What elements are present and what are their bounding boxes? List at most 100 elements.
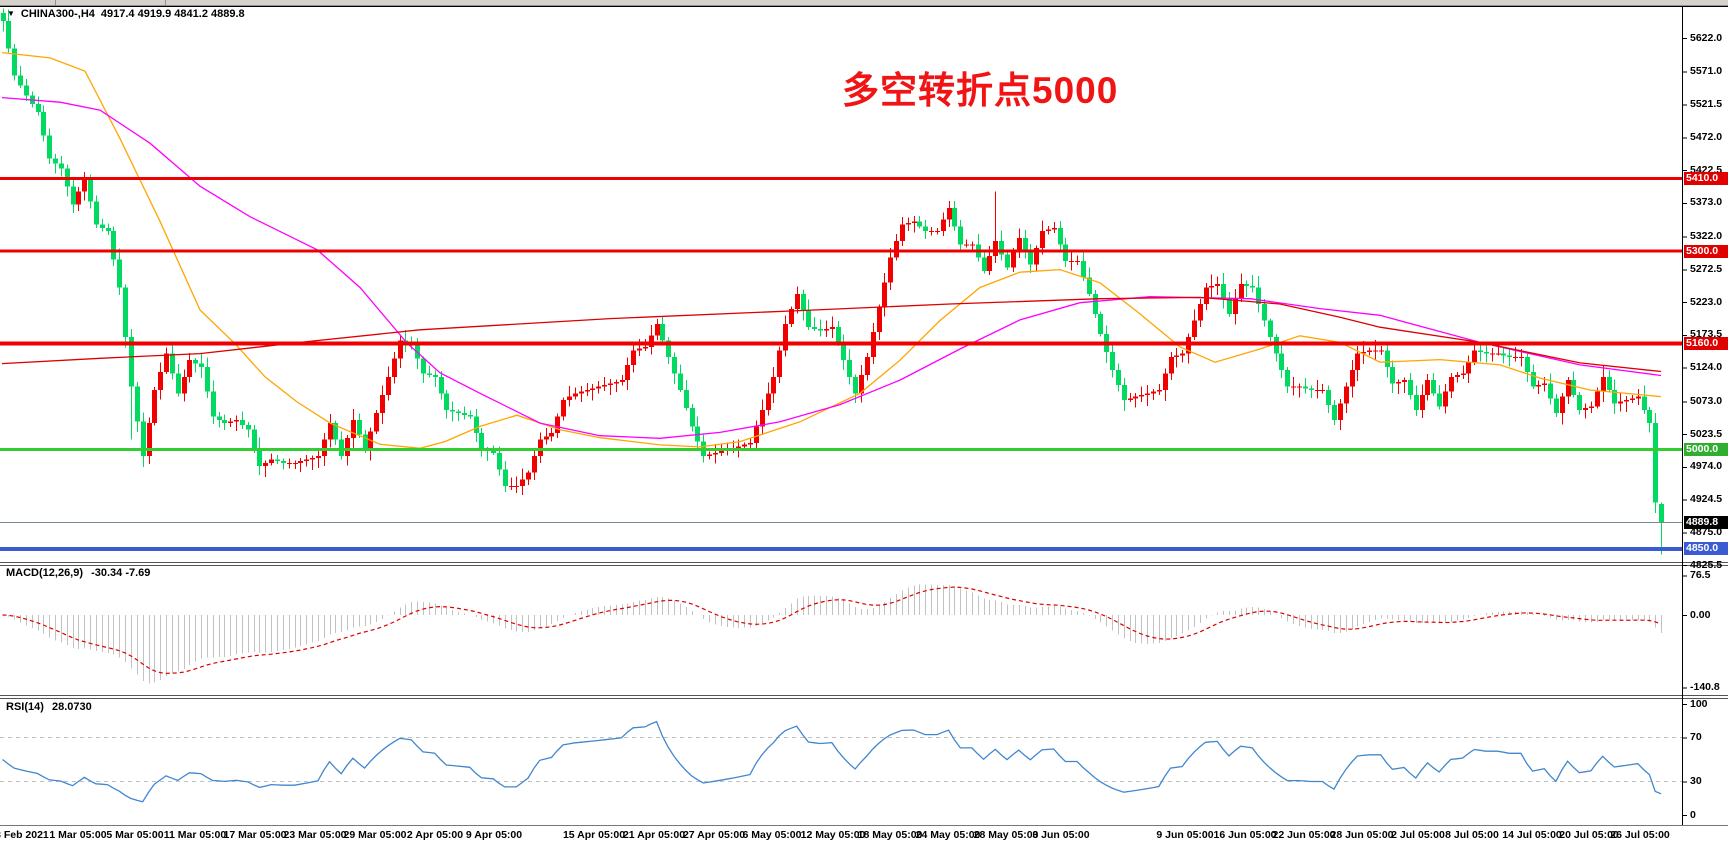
ma-slow-line <box>1 296 1662 373</box>
candle-body <box>1285 370 1290 387</box>
macd-values: -30.34 -7.69 <box>91 567 151 579</box>
candle-body <box>363 434 368 450</box>
price-tick: 5571.0 <box>1690 65 1723 78</box>
candle-body <box>783 323 788 351</box>
candle-body <box>917 221 922 227</box>
time-tick-label: 3 Jun 05:00 <box>1032 829 1090 841</box>
candle-body <box>812 327 817 329</box>
candle-body <box>433 375 438 377</box>
candle-body <box>544 436 549 440</box>
candle-body <box>555 416 560 434</box>
candle-body <box>888 257 893 283</box>
candle-body <box>1011 252 1016 268</box>
candle-body <box>53 158 58 164</box>
candle-body <box>573 393 578 397</box>
candle-body <box>1052 227 1057 230</box>
candle-body <box>1198 304 1203 321</box>
candle-body <box>1133 396 1138 399</box>
candle-body <box>666 340 671 357</box>
chart-annotation-text: 多空转折点5000 <box>842 70 1119 111</box>
candle-body <box>357 419 362 435</box>
candle-body <box>474 416 479 434</box>
candle-body <box>1455 375 1460 377</box>
candle-body <box>234 419 239 422</box>
ma-fast-line <box>1 51 1662 449</box>
chevron-down-icon[interactable]: ▼ <box>7 9 15 18</box>
candle-body <box>1571 380 1576 395</box>
candle-body <box>748 442 753 445</box>
candle-body <box>672 356 677 374</box>
candle-body <box>993 241 998 257</box>
candle-body <box>427 373 432 376</box>
time-tick-label: 11 Mar 05:00 <box>163 829 227 841</box>
candle-body <box>240 419 245 425</box>
candle-body <box>1309 388 1314 391</box>
candle-body <box>252 429 257 448</box>
candle-body <box>456 411 461 414</box>
candle-body <box>1531 371 1536 387</box>
candle-body <box>152 390 157 424</box>
candle-body <box>1069 260 1074 262</box>
candle-body <box>1350 370 1355 387</box>
candle-body <box>1034 247 1039 265</box>
candle-body <box>1513 356 1518 358</box>
candle-body <box>503 469 508 486</box>
candle-body <box>1215 284 1220 286</box>
price-tick: 5322.0 <box>1690 230 1723 242</box>
candle-body <box>1180 353 1185 356</box>
time-tick-label: 28 Jun 05:00 <box>1330 829 1394 841</box>
candle-body <box>328 423 333 440</box>
candle-body <box>1326 390 1331 405</box>
price-tick: 5073.0 <box>1690 394 1723 407</box>
candle-body <box>643 347 648 349</box>
symbol-period-label: CHINA300-,H4 <box>20 7 95 20</box>
candle-body <box>1058 227 1063 245</box>
candle-body <box>526 472 531 480</box>
candle-body <box>1642 396 1647 410</box>
candle-body <box>1279 353 1284 371</box>
candle-body <box>1449 376 1454 392</box>
candle-body <box>1332 404 1337 420</box>
candle-body <box>199 363 204 367</box>
candle-body <box>117 259 122 288</box>
candle-body <box>865 356 870 376</box>
price-axis[interactable]: 5622.0 5571.0 5521.5 5472.0 5422.5 5373.0 5322… <box>1683 0 1728 844</box>
candle-body <box>970 244 975 246</box>
candle-body <box>1297 386 1302 388</box>
candle-body <box>1519 356 1524 358</box>
candle-body <box>947 208 952 220</box>
candle-body <box>36 103 41 113</box>
candle-body <box>585 390 590 392</box>
candle-body <box>760 409 765 427</box>
candle-body <box>1157 390 1162 392</box>
candle-body <box>1005 254 1010 268</box>
candle-body <box>170 353 175 374</box>
candle-body <box>222 419 227 424</box>
candle-body <box>836 327 841 344</box>
candle-body <box>877 307 882 333</box>
candle-body <box>923 226 928 232</box>
candle-body <box>281 461 286 463</box>
candle-body <box>1478 350 1483 352</box>
time-tick-label: 29 Mar 05:00 <box>343 829 407 841</box>
time-tick-label: 18 May 05:00 <box>857 829 923 841</box>
candle-body <box>1028 251 1033 265</box>
candle-body <box>1414 394 1419 410</box>
candle-body <box>1618 401 1623 404</box>
price-level-badge: 5000.0 <box>1684 443 1728 457</box>
candle-body <box>1221 284 1226 300</box>
time-tick-label: 2 Apr 05:00 <box>406 829 464 841</box>
candle-body <box>1268 320 1273 338</box>
candle-body <box>147 423 152 457</box>
macd-axis-tick: 0.00 <box>1690 608 1711 621</box>
candle-body <box>1139 394 1144 397</box>
candle-body <box>1338 403 1343 420</box>
candle-body <box>952 208 957 227</box>
time-tick-label: 12 May 05:00 <box>800 829 866 841</box>
candle-body <box>374 413 379 432</box>
candle-body <box>164 353 169 372</box>
candle-body <box>1437 393 1442 407</box>
price-tick: 5223.0 <box>1690 295 1723 308</box>
